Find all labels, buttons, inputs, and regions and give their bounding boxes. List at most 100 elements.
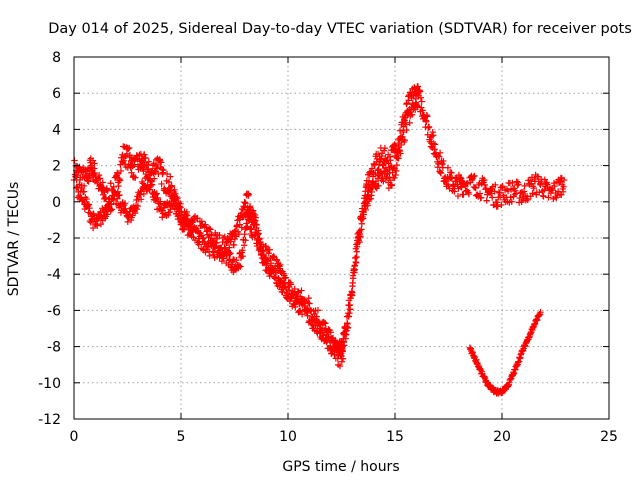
data-point — [205, 225, 213, 232]
data-point — [157, 159, 165, 166]
data-point — [454, 181, 461, 188]
data-point — [165, 178, 173, 186]
data-point — [463, 180, 470, 187]
data-point — [431, 141, 439, 148]
data-point — [395, 155, 402, 162]
data-point — [344, 324, 352, 331]
data-point — [293, 295, 301, 303]
data-point — [402, 121, 410, 128]
y-axis-label: SDTVAR / TECUs — [6, 182, 22, 297]
data-point — [233, 256, 240, 264]
data-point — [478, 194, 485, 201]
data-point — [286, 287, 293, 294]
data-point — [437, 170, 445, 177]
series-main — [70, 83, 568, 370]
data-point — [444, 164, 452, 171]
data-point — [198, 218, 205, 225]
data-point — [239, 247, 246, 254]
data-point — [468, 176, 476, 184]
x-tick-label: 5 — [177, 429, 186, 445]
y-tick-label: 6 — [52, 86, 61, 102]
data-point — [319, 328, 327, 336]
data-point — [549, 187, 556, 194]
data-point — [80, 188, 88, 195]
data-point — [545, 194, 552, 201]
data-point — [125, 144, 133, 152]
data-point — [201, 239, 209, 246]
data-point — [175, 199, 182, 206]
data-point — [430, 140, 437, 147]
data-point — [250, 210, 257, 217]
data-point — [401, 136, 408, 144]
x-tick-label: 0 — [70, 429, 79, 445]
data-point — [194, 215, 201, 222]
data-point — [419, 107, 426, 114]
data-point — [251, 221, 258, 229]
data-point — [157, 198, 164, 205]
data-point — [457, 174, 464, 181]
data-point — [408, 111, 416, 118]
data-point — [176, 203, 183, 210]
axis-ticks: 0 5 10 15 20 25 -12 -10 -8 -6 -4 -2 0 2 4 6 8 — [38, 50, 618, 445]
data-point — [114, 170, 121, 178]
data-point — [327, 329, 334, 336]
data-point — [387, 157, 394, 164]
data-point — [359, 215, 367, 222]
data-point — [524, 196, 531, 204]
data-point — [244, 223, 251, 230]
data-point — [151, 175, 158, 182]
data-point — [292, 303, 299, 311]
data-point — [331, 348, 338, 355]
data-point — [239, 252, 246, 260]
data-point — [76, 163, 83, 171]
data-point — [91, 169, 98, 177]
data-point — [483, 197, 490, 204]
data-point — [481, 176, 488, 184]
series-late-dip — [466, 309, 544, 397]
data-point — [337, 351, 344, 359]
data-point — [482, 185, 490, 192]
data-point — [124, 218, 132, 226]
data-point — [295, 288, 302, 295]
x-tick-label: 20 — [493, 429, 511, 445]
data-point — [492, 181, 499, 189]
data-point — [418, 104, 425, 111]
data-point — [287, 281, 295, 288]
data-point — [245, 191, 252, 198]
data-point — [213, 239, 220, 247]
data-point — [132, 174, 139, 181]
data-point — [184, 219, 191, 226]
data-point — [487, 190, 495, 197]
data-point — [454, 192, 462, 200]
data-point — [108, 206, 116, 213]
data-point — [202, 224, 210, 231]
data-point — [238, 210, 245, 217]
x-axis-label: GPS time / hours — [282, 459, 399, 475]
data-point — [277, 261, 284, 269]
data-point — [237, 263, 244, 270]
data-point — [540, 186, 548, 194]
data-point — [242, 200, 249, 207]
data-point — [301, 302, 308, 310]
data-point — [315, 319, 323, 326]
data-point — [489, 194, 496, 201]
data-point — [494, 203, 501, 210]
data-point — [181, 213, 188, 221]
data-point — [354, 239, 361, 247]
data-point — [491, 188, 498, 195]
data-point — [388, 181, 395, 188]
data-point — [89, 157, 97, 164]
data-point — [221, 244, 228, 251]
data-point — [72, 173, 79, 180]
data-point — [146, 186, 154, 193]
data-point — [339, 355, 347, 362]
data-point — [372, 170, 379, 178]
data-point — [312, 322, 319, 329]
data-point — [206, 252, 213, 260]
data-point — [246, 216, 253, 223]
data-point — [163, 170, 171, 178]
data-point — [145, 158, 152, 165]
data-point — [95, 171, 103, 179]
data-point — [212, 243, 219, 251]
